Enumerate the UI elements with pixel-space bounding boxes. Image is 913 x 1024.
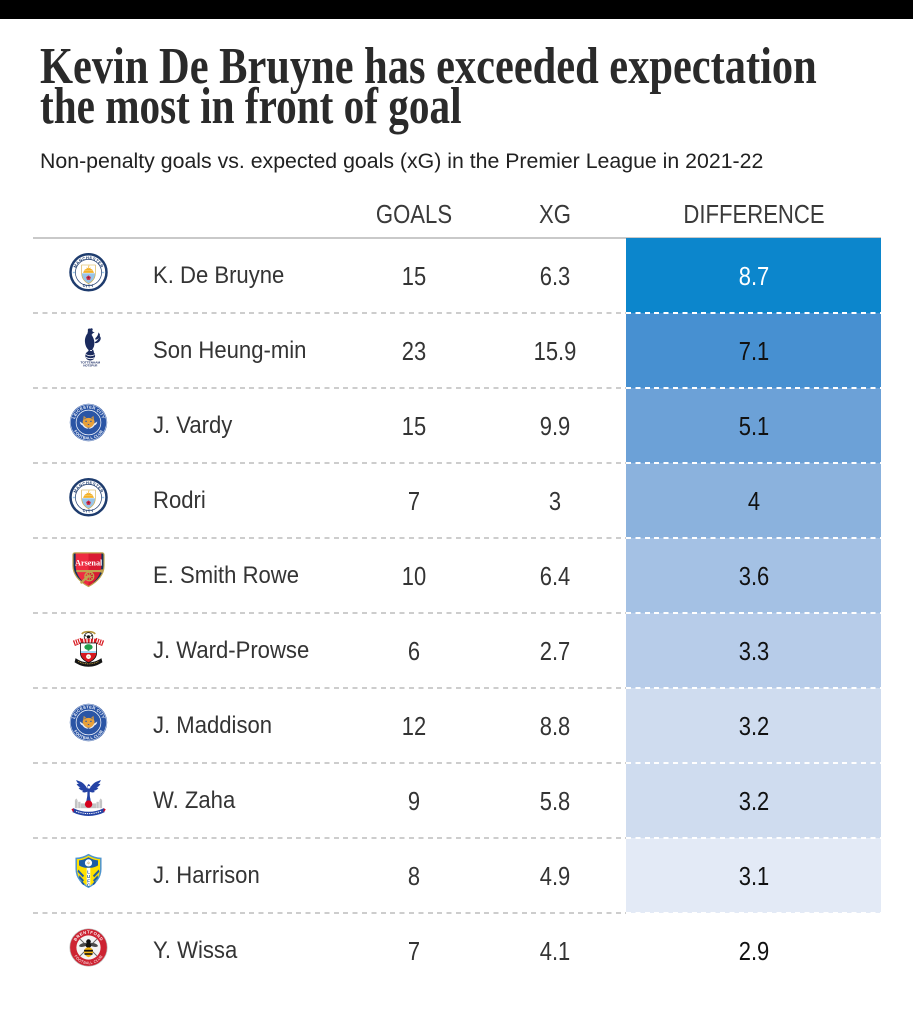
svg-text:TOTTENHAM: TOTTENHAM [81,361,101,365]
svg-text:CITY: CITY [82,283,95,289]
svg-text:Arsenal: Arsenal [75,559,103,568]
svg-text:C: C [87,883,91,888]
svg-text:L: L [87,870,90,875]
svg-text:CITY: CITY [82,508,95,514]
svg-text:U: U [87,874,91,879]
svg-text:F: F [87,879,90,884]
svg-text:HOTSPUR: HOTSPUR [83,364,98,368]
